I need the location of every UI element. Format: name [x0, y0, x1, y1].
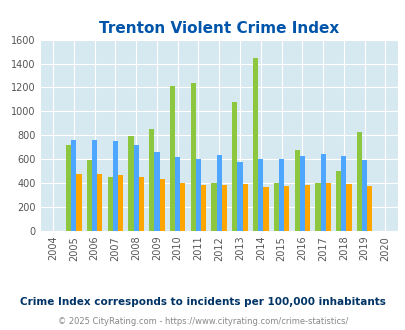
- Bar: [221, 185, 226, 231]
- Bar: [216, 155, 221, 231]
- Text: Crime Index corresponds to incidents per 100,000 inhabitants: Crime Index corresponds to incidents per…: [20, 297, 385, 307]
- Bar: [175, 157, 180, 231]
- Bar: [92, 140, 97, 231]
- Bar: [315, 183, 320, 231]
- Bar: [232, 102, 237, 231]
- Bar: [294, 150, 299, 231]
- Bar: [195, 159, 200, 231]
- Title: Trenton Violent Crime Index: Trenton Violent Crime Index: [99, 21, 339, 36]
- Bar: [361, 160, 367, 231]
- Bar: [345, 184, 351, 231]
- Bar: [113, 141, 118, 231]
- Bar: [118, 175, 123, 231]
- Bar: [263, 187, 268, 231]
- Bar: [299, 156, 304, 231]
- Bar: [154, 152, 159, 231]
- Bar: [190, 83, 195, 231]
- Bar: [133, 145, 139, 231]
- Bar: [76, 174, 81, 231]
- Bar: [341, 156, 345, 231]
- Bar: [159, 179, 164, 231]
- Bar: [107, 177, 113, 231]
- Bar: [169, 86, 175, 231]
- Bar: [335, 171, 341, 231]
- Bar: [139, 177, 144, 231]
- Bar: [149, 129, 154, 231]
- Bar: [356, 132, 361, 231]
- Bar: [258, 159, 263, 231]
- Bar: [200, 185, 206, 231]
- Bar: [284, 186, 289, 231]
- Bar: [304, 185, 309, 231]
- Bar: [278, 159, 284, 231]
- Bar: [325, 183, 330, 231]
- Bar: [367, 185, 371, 231]
- Text: © 2025 CityRating.com - https://www.cityrating.com/crime-statistics/: © 2025 CityRating.com - https://www.city…: [58, 317, 347, 326]
- Bar: [97, 174, 102, 231]
- Bar: [273, 183, 278, 231]
- Bar: [252, 57, 258, 231]
- Bar: [71, 140, 76, 231]
- Bar: [211, 183, 216, 231]
- Bar: [237, 162, 242, 231]
- Bar: [66, 145, 71, 231]
- Bar: [320, 154, 325, 231]
- Bar: [87, 160, 92, 231]
- Bar: [180, 182, 185, 231]
- Bar: [128, 137, 133, 231]
- Bar: [242, 184, 247, 231]
